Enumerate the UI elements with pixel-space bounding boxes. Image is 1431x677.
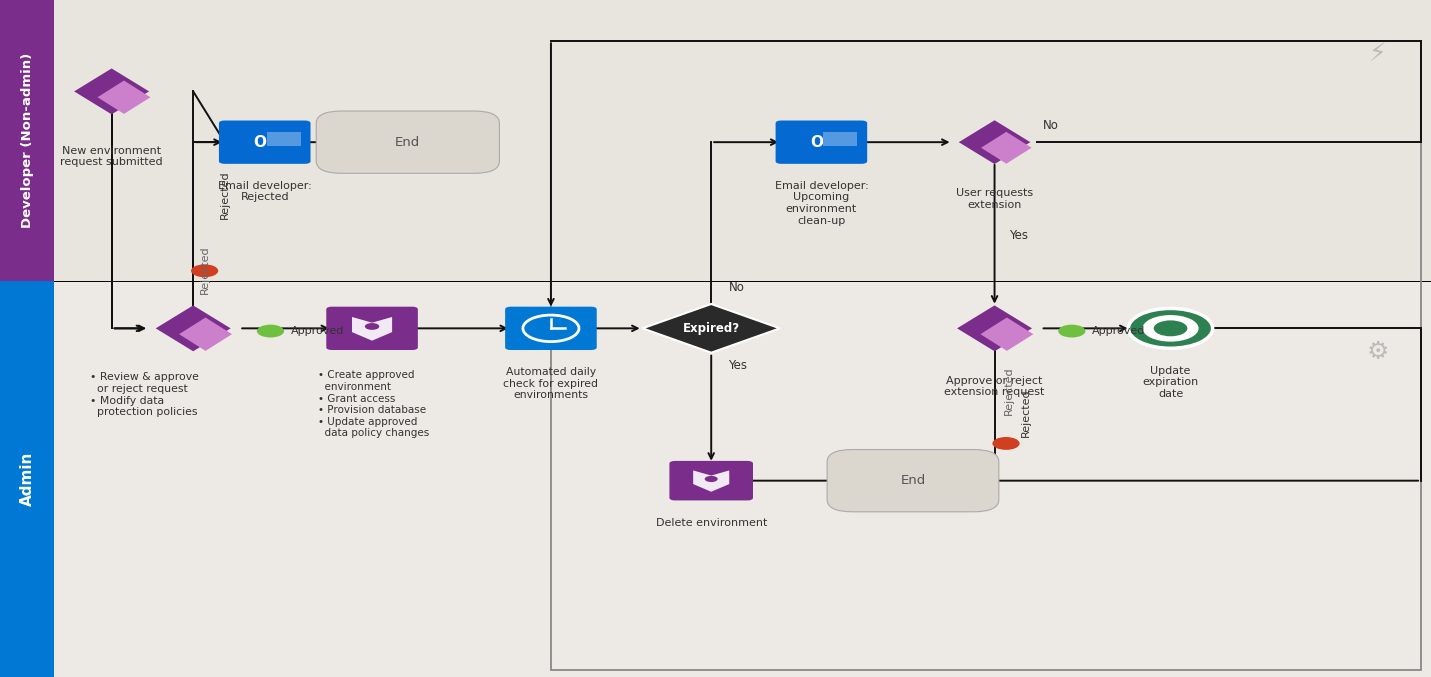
Text: ⚡: ⚡ — [1369, 42, 1387, 66]
Polygon shape — [352, 317, 392, 341]
FancyBboxPatch shape — [54, 281, 1431, 677]
Polygon shape — [74, 68, 149, 114]
Circle shape — [190, 264, 218, 278]
Text: No: No — [1043, 118, 1059, 132]
FancyBboxPatch shape — [827, 450, 999, 512]
Text: Admin: Admin — [20, 452, 34, 506]
Polygon shape — [97, 81, 150, 114]
Text: Yes: Yes — [728, 359, 747, 372]
Polygon shape — [959, 121, 1030, 164]
Text: • Review & approve
  or reject request
• Modify data
  protection policies: • Review & approve or reject request • M… — [90, 372, 199, 417]
FancyBboxPatch shape — [670, 461, 753, 500]
Text: Expired?: Expired? — [683, 322, 740, 335]
Text: O: O — [810, 135, 823, 150]
FancyBboxPatch shape — [823, 132, 857, 146]
FancyBboxPatch shape — [0, 281, 54, 677]
Text: ⚙: ⚙ — [1367, 340, 1390, 364]
Text: Developer (Non-admin): Developer (Non-admin) — [20, 53, 34, 228]
Text: Approved: Approved — [1092, 326, 1145, 336]
Text: Rejected: Rejected — [1005, 367, 1013, 416]
Text: Rejected: Rejected — [220, 171, 229, 219]
FancyBboxPatch shape — [316, 111, 499, 173]
Circle shape — [1142, 315, 1199, 342]
Polygon shape — [643, 304, 780, 353]
Polygon shape — [693, 471, 730, 492]
Text: End: End — [900, 474, 926, 487]
FancyBboxPatch shape — [776, 121, 867, 164]
Polygon shape — [982, 132, 1032, 164]
Text: Approved: Approved — [290, 326, 343, 336]
Text: Delete environment: Delete environment — [655, 518, 767, 528]
Text: Email developer:
Upcoming
environment
clean-up: Email developer: Upcoming environment cl… — [774, 181, 869, 225]
Circle shape — [365, 323, 379, 330]
Text: • Create approved
  environment
• Grant access
• Provision database
• Update app: • Create approved environment • Grant ac… — [318, 370, 429, 438]
Polygon shape — [980, 318, 1033, 351]
Circle shape — [258, 324, 283, 338]
Text: No: No — [728, 281, 744, 294]
Text: Update
expiration
date: Update expiration date — [1142, 366, 1199, 399]
Text: Rejected: Rejected — [1022, 389, 1030, 437]
FancyBboxPatch shape — [326, 307, 418, 350]
FancyBboxPatch shape — [505, 307, 597, 350]
Text: O: O — [253, 135, 266, 150]
FancyBboxPatch shape — [219, 121, 311, 164]
Polygon shape — [156, 305, 230, 351]
Circle shape — [1153, 320, 1188, 336]
Circle shape — [992, 437, 1019, 450]
Circle shape — [1058, 324, 1085, 338]
FancyBboxPatch shape — [54, 0, 1431, 281]
Text: Rejected: Rejected — [200, 245, 209, 294]
Circle shape — [704, 476, 718, 482]
Polygon shape — [179, 318, 232, 351]
Text: End: End — [395, 135, 421, 149]
Text: Yes: Yes — [1009, 229, 1027, 242]
Text: Approve or reject
extension request: Approve or reject extension request — [944, 376, 1045, 397]
Circle shape — [1129, 309, 1212, 348]
Text: New environment
request submitted: New environment request submitted — [60, 146, 163, 167]
Text: Automated daily
check for expired
environments: Automated daily check for expired enviro… — [504, 367, 598, 400]
Text: User requests
extension: User requests extension — [956, 188, 1033, 210]
FancyBboxPatch shape — [0, 0, 54, 281]
FancyBboxPatch shape — [266, 132, 301, 146]
Text: Email developer:
Rejected: Email developer: Rejected — [218, 181, 312, 202]
Polygon shape — [957, 305, 1032, 351]
